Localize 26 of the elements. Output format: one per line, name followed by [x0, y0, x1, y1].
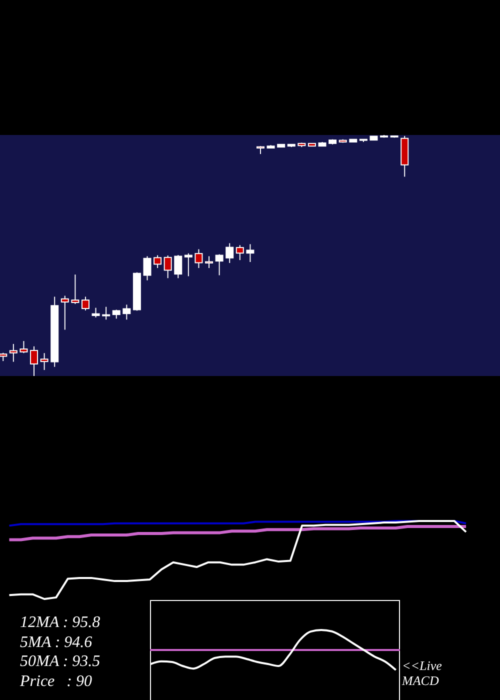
candlestick	[184, 252, 192, 277]
candlestick	[236, 244, 244, 261]
candlestick	[164, 255, 172, 279]
candlestick	[40, 352, 48, 370]
text: <<Live MACD	[402, 658, 443, 688]
candlestick	[71, 274, 80, 304]
candlestick	[60, 295, 69, 330]
candlestick	[143, 256, 152, 281]
candlestick	[20, 340, 28, 354]
candlestick	[92, 307, 100, 318]
candlestick	[9, 343, 18, 362]
candlestick	[205, 256, 214, 269]
text: 5MA : 94.6	[20, 632, 94, 652]
candlestick	[122, 304, 131, 320]
candlestick	[81, 296, 90, 311]
text: 50MA : 93.5	[20, 652, 102, 672]
candlestick	[215, 254, 224, 276]
candlestick	[194, 248, 203, 269]
candlestick	[102, 306, 110, 320]
candlestick	[30, 346, 38, 376]
text: Price : 90	[20, 672, 93, 691]
candlestick	[154, 254, 162, 269]
text: 12MA : 95.8	[20, 613, 102, 632]
candlestick	[246, 244, 254, 263]
candlestick	[226, 242, 234, 264]
candlestick	[174, 254, 182, 279]
